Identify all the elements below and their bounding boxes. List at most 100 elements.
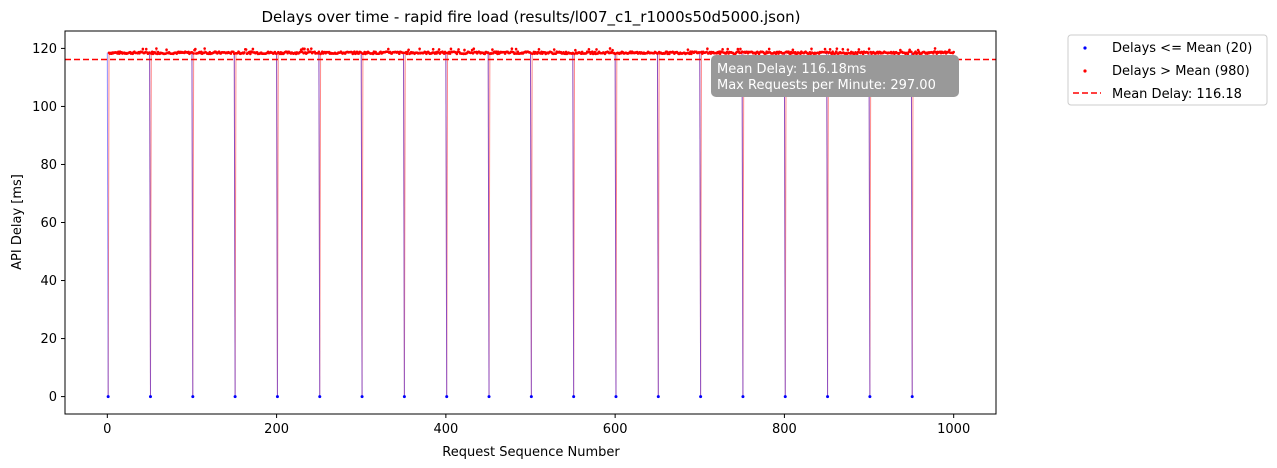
high-delay-point	[165, 48, 168, 52]
low-delay-point	[868, 395, 872, 399]
high-delay-point	[835, 47, 839, 50]
low-delay-point	[741, 395, 745, 399]
legend-marker-high	[1083, 69, 1087, 73]
high-delay-point	[306, 48, 310, 51]
x-axis: 0 200 400 600 800 1000	[103, 414, 970, 437]
y-tick-label: 120	[32, 42, 57, 57]
drop-line	[572, 52, 575, 397]
low-delay-point	[783, 395, 787, 399]
high-delay-point	[608, 47, 612, 50]
chart-title: Delays over time - rapid fire load (resu…	[261, 8, 800, 27]
high-delay-point	[303, 47, 306, 51]
high-delay-point	[906, 52, 910, 56]
high-delay-point	[823, 47, 827, 51]
high-delay-point	[952, 50, 955, 54]
high-delay-point	[739, 47, 742, 51]
high-delay-point	[857, 48, 861, 51]
high-delay-point	[244, 48, 248, 51]
legend-entry-high: Delays > Mean (980)	[1112, 64, 1250, 79]
low-delay-point	[487, 395, 491, 399]
high-delay-point	[418, 47, 421, 51]
high-delay-point	[590, 50, 594, 53]
x-tick-label: 800	[772, 422, 797, 437]
high-delay-point	[510, 47, 514, 50]
high-delay-point	[251, 47, 255, 51]
low-delay-point	[106, 395, 110, 399]
high-delay-point	[736, 47, 740, 51]
high-delay-point	[861, 52, 865, 56]
legend-marker-low	[1083, 46, 1087, 50]
drop-line	[191, 52, 194, 397]
high-delay-point	[917, 50, 921, 54]
low-delay-point	[360, 395, 364, 399]
high-delay-point	[767, 47, 771, 51]
high-delay-point	[449, 47, 453, 51]
low-delay-point	[402, 395, 406, 399]
high-delay-point	[914, 50, 917, 53]
drop-line	[149, 52, 151, 397]
drop-line	[741, 52, 744, 397]
low-delay-point	[656, 395, 660, 399]
drop-line	[276, 52, 278, 397]
y-tick-label: 40	[40, 274, 57, 289]
high-delay-point	[387, 47, 390, 51]
high-delay-point	[353, 50, 356, 53]
drop-line	[487, 52, 490, 397]
low-delay-point	[445, 395, 449, 399]
high-delay-point	[455, 52, 459, 56]
drop-line	[656, 52, 659, 397]
drop-line	[403, 52, 405, 397]
high-delay-point	[948, 48, 951, 52]
x-tick-label: 400	[433, 422, 458, 437]
high-delay-point	[552, 48, 556, 51]
high-delay-point	[405, 52, 409, 56]
drop-line	[910, 52, 913, 397]
high-delay-point	[690, 52, 693, 56]
y-tick-label: 80	[40, 158, 57, 173]
high-delay-point	[834, 50, 838, 54]
y-tick-label: 0	[49, 390, 57, 405]
drop-line	[868, 52, 871, 397]
low-delay-point	[572, 395, 576, 399]
high-delay-point	[203, 47, 206, 50]
high-delay-point	[867, 47, 871, 51]
drop-line	[445, 52, 448, 397]
high-delay-point	[249, 52, 252, 56]
high-delay-point	[595, 48, 598, 51]
high-delay-point	[192, 52, 195, 55]
drop-line	[318, 52, 321, 397]
high-delay-point	[574, 48, 577, 52]
x-tick-label: 1000	[937, 422, 970, 437]
low-delay-point	[191, 395, 195, 399]
high-delay-point	[611, 48, 614, 52]
high-delay-point	[437, 48, 441, 51]
high-delay-point	[463, 48, 466, 52]
low-delay-point	[699, 395, 703, 399]
x-tick-label: 0	[103, 422, 111, 437]
x-tick-label: 600	[603, 422, 628, 437]
high-delay-point	[431, 47, 435, 51]
high-delay-point	[725, 50, 729, 54]
high-delay-point	[718, 52, 722, 56]
high-delay-point	[514, 47, 518, 51]
high-delay-point	[721, 48, 724, 51]
y-tick-label: 20	[40, 332, 57, 347]
x-axis-label: Request Sequence Number	[442, 445, 620, 460]
y-axis-label: API Delay [ms]	[10, 174, 25, 270]
drop-line	[826, 52, 829, 397]
high-delay-point	[899, 48, 902, 52]
legend-box	[1067, 34, 1268, 106]
high-delay-point	[933, 47, 937, 50]
plot-area	[65, 46, 996, 399]
annotation-box: Mean Delay: 116.18ms Max Requests per Mi…	[711, 55, 959, 97]
high-delay-point	[686, 48, 690, 51]
high-delay-point	[472, 47, 476, 51]
legend-entry-low: Delays <= Mean (20)	[1112, 41, 1252, 56]
x-tick-label: 200	[264, 422, 289, 437]
high-delay-point	[841, 47, 845, 51]
drop-line	[360, 52, 363, 397]
drop-line	[106, 52, 109, 397]
drop-line	[614, 52, 617, 397]
high-delay-point	[516, 50, 520, 53]
